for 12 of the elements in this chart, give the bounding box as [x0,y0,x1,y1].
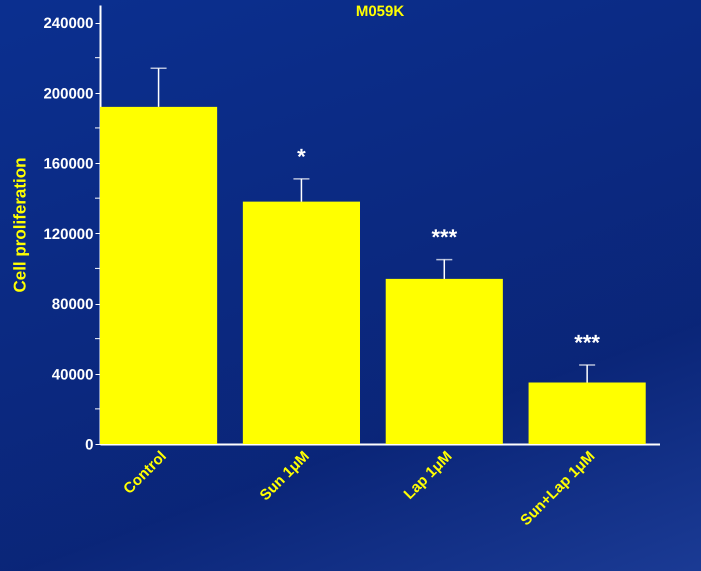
annotation: *** [431,224,458,250]
annotation: * [297,144,306,169]
y-axis-title: Cell proliferation [10,157,30,293]
y-tick-label: 160000 [43,156,94,173]
y-tick-label: 80000 [52,296,94,314]
y-tick-label: 0 [85,436,94,454]
annotation: *** [574,330,600,355]
y-tick-label: 40000 [52,366,94,384]
chart-title: M059K [356,3,404,20]
y-tick-label: 200000 [43,85,94,102]
y-tick-label: 240000 [43,15,94,32]
y-tick-label: 120000 [43,226,94,243]
